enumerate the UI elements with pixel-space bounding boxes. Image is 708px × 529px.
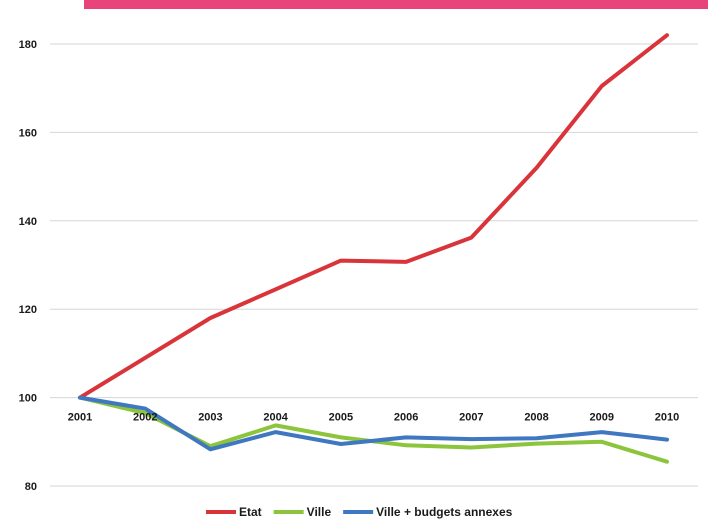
legend-label: Ville + budgets annexes [376, 505, 512, 519]
x-tick-label: 2008 [524, 412, 548, 424]
legend: Etat Ville Ville + budgets annexes [206, 505, 513, 519]
x-tick-label: 2003 [198, 412, 222, 424]
legend-item-2: Ville + budgets annexes [343, 505, 512, 519]
y-tick-label: 100 [19, 393, 37, 405]
x-tick-label: 2004 [263, 412, 288, 424]
y-tick-label: 80 [25, 481, 37, 493]
y-tick-label: 120 [19, 304, 37, 316]
x-tick-label: 2010 [655, 412, 679, 424]
x-tick-label: 2006 [394, 412, 418, 424]
x-tick-label: 2009 [590, 412, 614, 424]
series-line-0 [80, 35, 667, 397]
x-tick-label: 2005 [329, 412, 353, 424]
legend-label: Ville [307, 505, 332, 519]
legend-item-0: Etat [206, 505, 262, 519]
x-tick-label: 2002 [133, 412, 157, 424]
y-tick-label: 140 [19, 216, 37, 228]
legend-item-1: Ville [274, 505, 332, 519]
series-line-1 [80, 398, 667, 462]
legend-label: Etat [239, 505, 262, 519]
y-tick-label: 180 [19, 39, 37, 51]
x-tick-label: 2001 [68, 412, 92, 424]
x-tick-label: 2007 [459, 412, 483, 424]
y-axis-ticks: 80 100 120 140 160 180 [19, 39, 37, 493]
y-tick-label: 160 [19, 127, 37, 139]
